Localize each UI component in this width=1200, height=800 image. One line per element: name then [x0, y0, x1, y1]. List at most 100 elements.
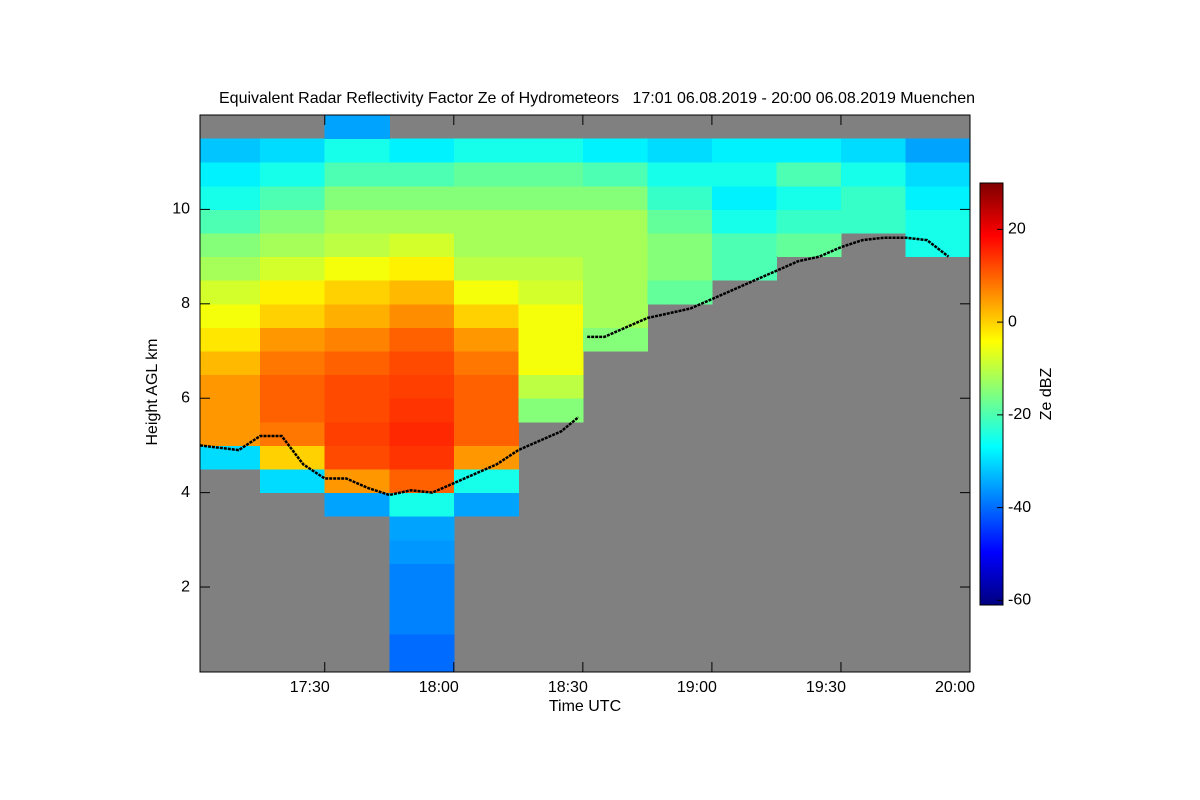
heatmap-cell [453, 209, 519, 234]
heatmap-cell [453, 185, 519, 210]
x-tick-label: 18:00 [419, 679, 459, 696]
heatmap-cell [518, 185, 584, 210]
heatmap-cell [324, 209, 390, 234]
heatmap-cell [389, 587, 455, 612]
heatmap-cell [647, 280, 713, 305]
heatmap-cell [200, 280, 261, 305]
heatmap-cell [324, 138, 390, 163]
heatmap-cell [453, 445, 519, 470]
heatmap-cell [389, 233, 455, 258]
heatmap-cell [260, 398, 326, 423]
heatmap-cell [389, 303, 455, 328]
heatmap-cell [260, 185, 326, 210]
heatmap-cell [453, 374, 519, 399]
y-tick-label: 6 [181, 389, 190, 406]
heatmap-cell [389, 445, 455, 470]
heatmap-cell [582, 303, 648, 328]
heatmap-cell [324, 421, 390, 446]
heatmap-cell [389, 138, 455, 163]
melting-layer-line [199, 236, 950, 497]
heatmap-cell [260, 374, 326, 399]
heatmap-cell [905, 209, 971, 234]
heatmap-cell [711, 185, 777, 210]
heatmap-cell [840, 138, 906, 163]
chart-title: Equivalent Radar Reflectivity Factor Ze … [219, 90, 975, 107]
heatmap-cell [324, 115, 390, 140]
heatmap-cell [582, 280, 648, 305]
heatmap-cell [582, 138, 648, 163]
heatmap-cell [840, 185, 906, 210]
colorbar-label: Ze dBZ [1038, 368, 1055, 421]
heatmap [200, 115, 971, 673]
colorbar-tick-label: -40 [1008, 499, 1031, 516]
heatmap-cell [840, 162, 906, 187]
heatmap-cell [711, 233, 777, 258]
heatmap-cell [711, 256, 777, 281]
heatmap-cell [389, 469, 455, 494]
plot-frame [199, 114, 971, 673]
heatmap-cell [324, 327, 390, 352]
y-tick-label: 8 [181, 295, 190, 312]
heatmap-cell [389, 374, 455, 399]
heatmap-cell [389, 162, 455, 187]
heatmap-cell [905, 162, 971, 187]
heatmap-cell [518, 374, 584, 399]
heatmap-cell [324, 280, 390, 305]
heatmap-cell [518, 162, 584, 187]
heatmap-cell [260, 469, 326, 494]
heatmap-cell [260, 351, 326, 376]
heatmap-cell [324, 185, 390, 210]
heatmap-cell [324, 233, 390, 258]
heatmap-cell [453, 421, 519, 446]
heatmap-cell [389, 280, 455, 305]
heatmap-cell [840, 209, 906, 234]
heatmap-cell [453, 469, 519, 494]
y-tick-label: 10 [172, 201, 190, 218]
heatmap-cell [518, 209, 584, 234]
heatmap-cell [200, 138, 261, 163]
heatmap-cell [647, 209, 713, 234]
heatmap-cell [324, 303, 390, 328]
heatmap-cell [324, 374, 390, 399]
heatmap-cell [582, 209, 648, 234]
heatmap-cell [389, 421, 455, 446]
heatmap-cell [453, 303, 519, 328]
heatmap-cell [260, 256, 326, 281]
heatmap-cell [200, 327, 261, 352]
heatmap-cell [518, 351, 584, 376]
colorbar-tick-label: 0 [1008, 313, 1017, 330]
heatmap-cell [453, 233, 519, 258]
heatmap-cell [260, 138, 326, 163]
heatmap-cell [324, 256, 390, 281]
heatmap-cell [711, 209, 777, 234]
heatmap-cell [200, 351, 261, 376]
heatmap-cell [389, 539, 455, 564]
heatmap-cell [582, 233, 648, 258]
heatmap-cell [582, 185, 648, 210]
heatmap-cell [453, 398, 519, 423]
heatmap-cell [389, 492, 455, 517]
y-tick-label: 4 [181, 484, 190, 501]
heatmap-cell [518, 138, 584, 163]
heatmap-cell [711, 162, 777, 187]
heatmap-cell [260, 162, 326, 187]
heatmap-cell [647, 185, 713, 210]
heatmap-cell [260, 233, 326, 258]
heatmap-cell [200, 185, 261, 210]
heatmap-cell [389, 398, 455, 423]
heatmap-cell [389, 610, 455, 635]
heatmap-cell [324, 398, 390, 423]
heatmap-cell [647, 256, 713, 281]
heatmap-cell [260, 421, 326, 446]
heatmap-cell [518, 233, 584, 258]
x-tick-label: 19:30 [806, 679, 846, 696]
heatmap-cell [260, 303, 326, 328]
colorbar-tick-label: -60 [1008, 592, 1031, 609]
heatmap-cell [324, 469, 390, 494]
heatmap-cell [518, 256, 584, 281]
heatmap-cell [389, 209, 455, 234]
heatmap-cell [905, 185, 971, 210]
x-tick-label: 20:00 [935, 679, 975, 696]
heatmap-cell [582, 256, 648, 281]
